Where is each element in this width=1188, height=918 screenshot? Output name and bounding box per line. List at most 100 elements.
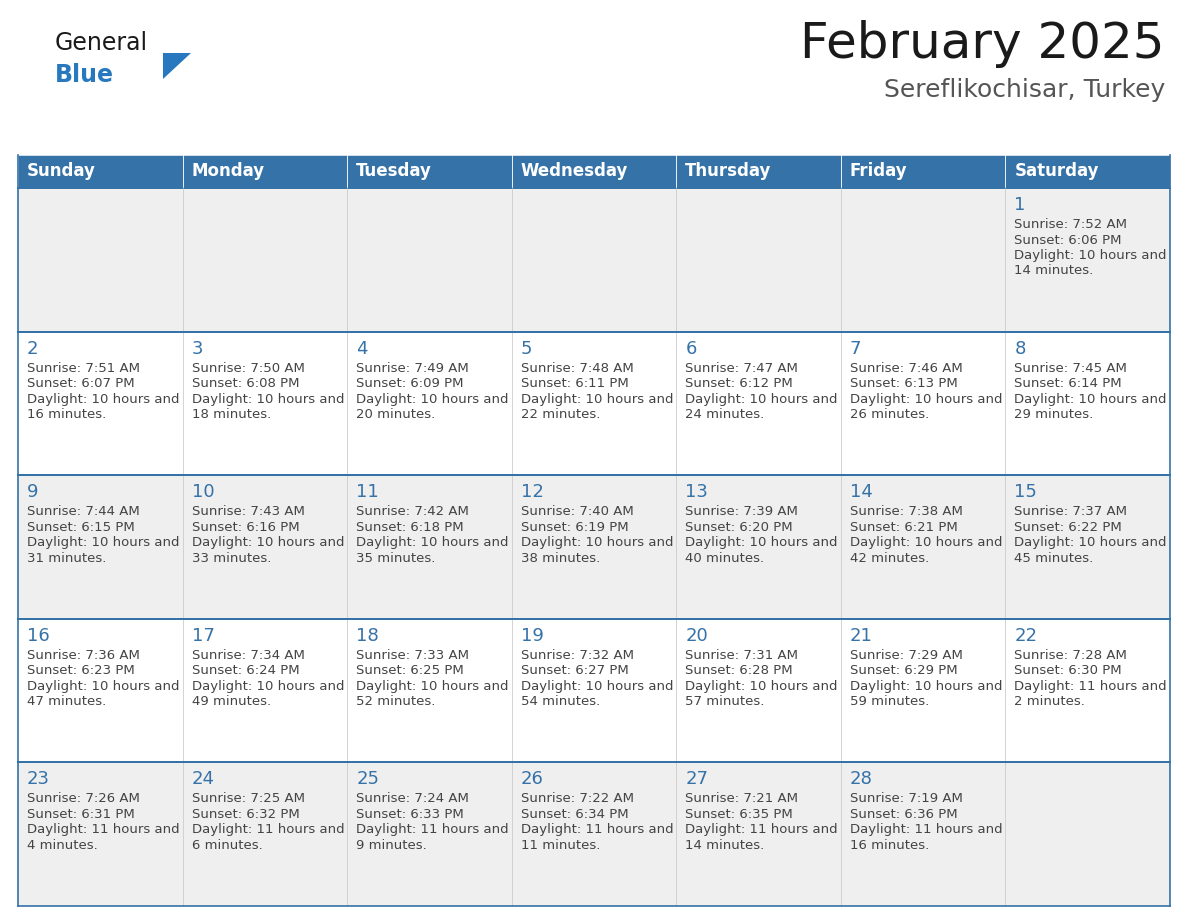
Text: 4: 4 (356, 340, 367, 358)
Text: Sunrise: 7:19 AM: Sunrise: 7:19 AM (849, 792, 962, 805)
Text: 16 minutes.: 16 minutes. (849, 839, 929, 852)
Text: Sunset: 6:31 PM: Sunset: 6:31 PM (27, 808, 134, 821)
Text: Sunset: 6:15 PM: Sunset: 6:15 PM (27, 521, 134, 533)
Text: Sunrise: 7:47 AM: Sunrise: 7:47 AM (685, 362, 798, 375)
Text: 40 minutes.: 40 minutes. (685, 552, 764, 565)
Text: Sunset: 6:08 PM: Sunset: 6:08 PM (191, 377, 299, 390)
Text: Sunrise: 7:51 AM: Sunrise: 7:51 AM (27, 362, 140, 375)
Bar (183, 331, 347, 476)
Text: Sunset: 6:28 PM: Sunset: 6:28 PM (685, 665, 792, 677)
Text: 52 minutes.: 52 minutes. (356, 695, 436, 709)
Text: Sunrise: 7:50 AM: Sunrise: 7:50 AM (191, 362, 304, 375)
Bar (512, 476, 676, 619)
Text: 24: 24 (191, 770, 215, 789)
Bar (841, 188, 1005, 331)
Text: 9 minutes.: 9 minutes. (356, 839, 426, 852)
Bar (676, 331, 841, 476)
Text: Daylight: 10 hours and: Daylight: 10 hours and (1015, 536, 1167, 549)
Text: Daylight: 10 hours and: Daylight: 10 hours and (27, 393, 179, 406)
Text: Sunset: 6:14 PM: Sunset: 6:14 PM (1015, 377, 1121, 390)
Text: 25: 25 (356, 770, 379, 789)
Text: Wednesday: Wednesday (520, 162, 628, 180)
Bar (183, 763, 347, 906)
Text: Daylight: 11 hours and: Daylight: 11 hours and (520, 823, 674, 836)
Text: Daylight: 10 hours and: Daylight: 10 hours and (356, 393, 508, 406)
Text: Daylight: 10 hours and: Daylight: 10 hours and (849, 393, 1003, 406)
Bar (1005, 763, 1170, 906)
Text: 4 minutes.: 4 minutes. (27, 839, 97, 852)
Text: Sunrise: 7:25 AM: Sunrise: 7:25 AM (191, 792, 304, 805)
Text: Sunrise: 7:28 AM: Sunrise: 7:28 AM (1015, 649, 1127, 662)
Text: 10: 10 (191, 483, 214, 501)
Text: 49 minutes.: 49 minutes. (191, 695, 271, 709)
Text: Daylight: 10 hours and: Daylight: 10 hours and (1015, 393, 1167, 406)
Text: 19: 19 (520, 627, 544, 644)
Text: 14 minutes.: 14 minutes. (685, 839, 765, 852)
Text: Sunset: 6:20 PM: Sunset: 6:20 PM (685, 521, 792, 533)
Bar (347, 763, 512, 906)
Text: Daylight: 10 hours and: Daylight: 10 hours and (849, 680, 1003, 693)
Text: Sunset: 6:21 PM: Sunset: 6:21 PM (849, 521, 958, 533)
Bar (512, 155, 676, 188)
Bar (183, 476, 347, 619)
Bar (512, 763, 676, 906)
Text: Daylight: 10 hours and: Daylight: 10 hours and (520, 393, 674, 406)
Text: Monday: Monday (191, 162, 265, 180)
Text: Daylight: 10 hours and: Daylight: 10 hours and (191, 536, 345, 549)
Text: Sereflikochisar, Turkey: Sereflikochisar, Turkey (884, 78, 1165, 102)
Text: 18 minutes.: 18 minutes. (191, 409, 271, 421)
Text: 57 minutes.: 57 minutes. (685, 695, 765, 709)
Text: 59 minutes.: 59 minutes. (849, 695, 929, 709)
Text: Blue: Blue (55, 63, 114, 87)
Text: Daylight: 11 hours and: Daylight: 11 hours and (27, 823, 179, 836)
Text: Sunrise: 7:31 AM: Sunrise: 7:31 AM (685, 649, 798, 662)
Text: 26: 26 (520, 770, 544, 789)
Text: Daylight: 10 hours and: Daylight: 10 hours and (191, 393, 345, 406)
Text: 6 minutes.: 6 minutes. (191, 839, 263, 852)
Polygon shape (163, 53, 191, 79)
Text: Sunset: 6:09 PM: Sunset: 6:09 PM (356, 377, 463, 390)
Text: Sunrise: 7:36 AM: Sunrise: 7:36 AM (27, 649, 140, 662)
Text: 5: 5 (520, 340, 532, 358)
Bar (676, 188, 841, 331)
Text: Sunrise: 7:37 AM: Sunrise: 7:37 AM (1015, 505, 1127, 518)
Text: Sunset: 6:29 PM: Sunset: 6:29 PM (849, 665, 958, 677)
Text: Sunset: 6:18 PM: Sunset: 6:18 PM (356, 521, 463, 533)
Text: 23: 23 (27, 770, 50, 789)
Text: Sunrise: 7:48 AM: Sunrise: 7:48 AM (520, 362, 633, 375)
Text: 2: 2 (27, 340, 38, 358)
Bar (841, 476, 1005, 619)
Text: Daylight: 10 hours and: Daylight: 10 hours and (849, 536, 1003, 549)
Bar (676, 476, 841, 619)
Text: Daylight: 11 hours and: Daylight: 11 hours and (849, 823, 1003, 836)
Text: Sunset: 6:27 PM: Sunset: 6:27 PM (520, 665, 628, 677)
Text: 54 minutes.: 54 minutes. (520, 695, 600, 709)
Text: Sunrise: 7:33 AM: Sunrise: 7:33 AM (356, 649, 469, 662)
Bar (18, 763, 183, 906)
Text: Daylight: 10 hours and: Daylight: 10 hours and (356, 536, 508, 549)
Text: Daylight: 10 hours and: Daylight: 10 hours and (520, 536, 674, 549)
Text: Sunrise: 7:44 AM: Sunrise: 7:44 AM (27, 505, 140, 518)
Bar (347, 476, 512, 619)
Bar (676, 763, 841, 906)
Bar (18, 619, 183, 763)
Text: Sunset: 6:13 PM: Sunset: 6:13 PM (849, 377, 958, 390)
Text: Sunrise: 7:21 AM: Sunrise: 7:21 AM (685, 792, 798, 805)
Text: Daylight: 10 hours and: Daylight: 10 hours and (520, 680, 674, 693)
Text: 12: 12 (520, 483, 544, 501)
Text: Sunrise: 7:49 AM: Sunrise: 7:49 AM (356, 362, 469, 375)
Bar (1005, 331, 1170, 476)
Text: Sunset: 6:12 PM: Sunset: 6:12 PM (685, 377, 794, 390)
Bar (1005, 155, 1170, 188)
Text: Sunset: 6:35 PM: Sunset: 6:35 PM (685, 808, 794, 821)
Text: 24 minutes.: 24 minutes. (685, 409, 765, 421)
Text: Sunset: 6:11 PM: Sunset: 6:11 PM (520, 377, 628, 390)
Text: Sunrise: 7:24 AM: Sunrise: 7:24 AM (356, 792, 469, 805)
Text: 38 minutes.: 38 minutes. (520, 552, 600, 565)
Bar (841, 763, 1005, 906)
Text: 7: 7 (849, 340, 861, 358)
Text: Sunset: 6:19 PM: Sunset: 6:19 PM (520, 521, 628, 533)
Bar (183, 155, 347, 188)
Text: 17: 17 (191, 627, 215, 644)
Text: Sunrise: 7:40 AM: Sunrise: 7:40 AM (520, 505, 633, 518)
